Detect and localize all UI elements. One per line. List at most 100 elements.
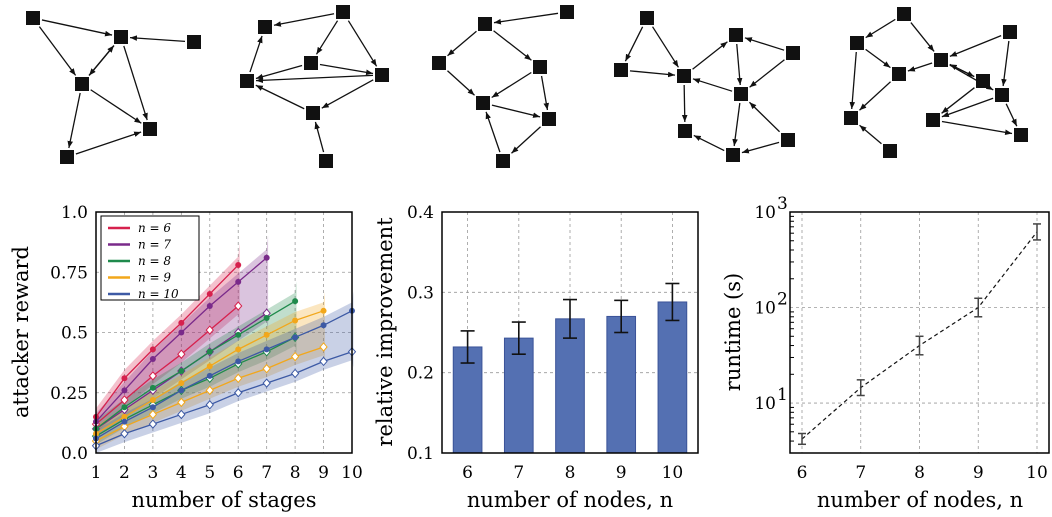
x-tick-label: 2	[119, 463, 130, 483]
graph-node	[258, 20, 272, 34]
series-line	[95, 300, 296, 430]
graph-edge	[314, 121, 325, 153]
data-point	[320, 307, 327, 314]
x-tick-label: 9	[973, 463, 984, 483]
runtime-grid	[790, 211, 1049, 453]
runtime-line	[798, 223, 1041, 446]
graph-edge	[859, 81, 891, 111]
confidence-band	[96, 291, 354, 453]
graph-edge	[865, 48, 891, 69]
x-tick-label: 6	[233, 463, 244, 483]
graph-node	[26, 11, 40, 25]
data-point	[148, 419, 158, 429]
x-tick-label: 8	[290, 463, 301, 483]
graph-node	[614, 63, 628, 77]
y-tick-label: 10	[754, 203, 776, 223]
data-point	[234, 387, 243, 398]
graph-node	[677, 69, 691, 83]
graph-node	[781, 133, 795, 147]
graph-node	[306, 106, 320, 120]
confidence-band	[96, 242, 240, 433]
graph-edge	[540, 75, 550, 111]
graph-edge	[321, 79, 374, 109]
graph-node	[726, 148, 740, 162]
legend-label: n = 8	[138, 254, 171, 268]
data-point	[177, 409, 186, 420]
data-point	[235, 331, 242, 338]
data-point	[205, 325, 214, 335]
graph-edge	[1001, 40, 1010, 87]
graph-node	[897, 7, 911, 21]
data-point	[121, 375, 128, 382]
data-point	[121, 387, 128, 394]
x-tick-label: 10	[341, 463, 363, 483]
graph-edge	[849, 51, 857, 110]
data-point	[235, 262, 242, 269]
graph-node	[336, 5, 350, 19]
x-tick-label: 7	[855, 463, 866, 483]
data-point	[290, 351, 300, 362]
graph-node	[114, 30, 128, 44]
y-tick-label: 10	[754, 394, 776, 414]
graph-node	[496, 154, 510, 168]
data-point	[149, 346, 156, 353]
graph-edge	[129, 35, 186, 43]
graph-node	[542, 112, 556, 126]
data-point	[262, 378, 271, 388]
y-tick-label: 10	[754, 299, 776, 319]
graph-edge	[123, 45, 148, 121]
data-point	[178, 387, 185, 394]
graph-edge	[741, 141, 780, 154]
graph-edge	[748, 101, 781, 133]
data-point	[121, 413, 128, 420]
series-line	[95, 336, 296, 437]
graph-edge	[744, 37, 785, 51]
x-tick-label: 7	[513, 463, 524, 483]
data-point	[235, 346, 242, 353]
data-point	[178, 329, 185, 336]
graph-edge	[491, 104, 541, 118]
data-point	[235, 278, 242, 285]
x-tick-label: 6	[462, 463, 473, 483]
graph-edge	[692, 41, 728, 70]
data-point	[206, 372, 213, 379]
x-tick-label: 8	[565, 463, 576, 483]
graph-5	[844, 7, 1028, 158]
series-line	[95, 351, 353, 447]
graph-edge	[941, 120, 1013, 136]
y-tick-label: 0.3	[407, 283, 434, 303]
graph-node	[976, 74, 990, 88]
graph-edge	[255, 74, 374, 84]
graph-edge	[38, 26, 77, 76]
graph-edge	[319, 63, 374, 76]
data-point	[235, 358, 242, 365]
series-line	[95, 305, 239, 425]
improvement-x-axis-label: number of nodes, n	[467, 488, 673, 512]
data-point	[319, 356, 328, 367]
y-tick-exponent: 2	[777, 290, 788, 310]
improvement-plot-frame	[441, 211, 699, 454]
graph-edge	[511, 126, 541, 154]
graph-edge	[749, 59, 785, 88]
data-point	[262, 363, 271, 374]
graph-node	[678, 124, 692, 138]
data-point	[121, 404, 128, 411]
y-tick-exponent: 1	[777, 385, 788, 405]
graph-edge	[624, 26, 644, 62]
reward-series-lines	[91, 254, 357, 451]
y-tick-label: 0.1	[407, 444, 434, 464]
graph-edge	[447, 30, 477, 57]
data-point	[234, 373, 243, 384]
data-point	[292, 317, 299, 324]
graph-4	[614, 11, 800, 162]
data-point	[177, 349, 186, 359]
data-point	[178, 368, 185, 375]
data-point	[205, 400, 214, 410]
graph-edge	[732, 102, 741, 147]
runtime-plot-frame	[789, 211, 1050, 454]
graph-1	[26, 11, 201, 164]
data-point	[148, 409, 158, 420]
graph-edge	[907, 62, 933, 72]
graph-edge	[1005, 103, 1018, 127]
graph-node	[844, 111, 858, 125]
